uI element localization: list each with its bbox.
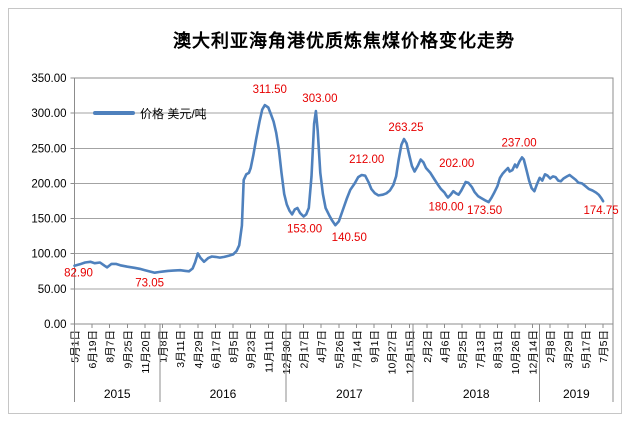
data-label: 311.50 (253, 84, 287, 96)
chart-title: 澳大利亚海角港优质炼焦煤价格变化走势 (173, 31, 515, 51)
x-tick-label: 3月11日 (175, 330, 187, 368)
y-tick-label: 150.00 (31, 214, 66, 226)
x-tick-label: 7月13日 (475, 330, 487, 369)
x-tick-label: 6月19日 (87, 330, 99, 369)
y-tick-label: 250.00 (31, 143, 66, 155)
x-tick-label: 9月1日 (369, 330, 381, 363)
x-tick-label: 5月25日 (457, 330, 469, 369)
data-label: 153.00 (287, 223, 322, 235)
x-tick-label: 4月6日 (440, 330, 452, 363)
data-label: 82.90 (64, 268, 93, 280)
x-tick-label: 5月17日 (580, 330, 592, 369)
data-label: 202.00 (439, 158, 474, 170)
x-tick-label: 5月26日 (334, 330, 346, 369)
x-tick-label: 7月5日 (598, 330, 610, 363)
legend: 价格 美元/吨 (93, 105, 207, 121)
x-tick-label: 3月29日 (563, 330, 575, 369)
x-tick-label: 10月26日 (510, 330, 522, 374)
x-tick-label: 4月7日 (316, 330, 328, 363)
year-label: 2019 (563, 387, 590, 401)
x-tick-label: 10月27日 (387, 330, 399, 374)
y-tick-label: 200.00 (31, 178, 66, 190)
data-label: 212.00 (349, 154, 384, 166)
x-tick-label: 2月8日 (545, 330, 557, 363)
x-tick-label: 8月31日 (492, 330, 504, 369)
chart-frame (8, 8, 622, 414)
data-label: 173.50 (467, 205, 502, 217)
year-label: 2016 (210, 387, 237, 401)
legend-label: 价格 美元/吨 (140, 106, 207, 121)
year-label: 2018 (463, 387, 490, 401)
plot-border (74, 77, 614, 325)
y-tick-label: 350.00 (31, 73, 66, 85)
x-tick-label: 8月7日 (105, 330, 117, 363)
x-tick-label: 5月1日 (70, 330, 82, 363)
legend-line-swatch (93, 111, 135, 115)
x-tick-label: 9月23日 (246, 330, 258, 369)
x-tick-label: 8月5日 (228, 330, 240, 363)
data-label: 263.25 (388, 122, 423, 134)
x-tick-label: 2月17日 (299, 330, 311, 369)
x-tick-label: 11月11日 (263, 330, 275, 373)
y-tick-label: 100.00 (31, 249, 66, 261)
x-tick-label: 12月14日 (528, 330, 540, 374)
data-label: 303.00 (302, 93, 337, 105)
year-label: 2017 (336, 387, 363, 401)
x-tick-label: 2月2日 (422, 330, 434, 363)
x-tick-label: 7月14日 (351, 330, 363, 369)
data-label: 237.00 (501, 137, 536, 149)
x-tick-label: 9月25日 (122, 330, 134, 369)
y-tick-label: 300.00 (31, 108, 66, 120)
year-label: 2015 (104, 387, 131, 401)
y-tick-label: 0.00 (44, 319, 66, 331)
x-tick-label: 1月8日 (158, 330, 170, 363)
data-label: 73.05 (135, 278, 164, 290)
data-label: 174.75 (584, 205, 619, 217)
x-tick-label: 4月29日 (193, 330, 205, 369)
x-tick-label: 12月15日 (404, 330, 416, 374)
y-tick-label: 50.00 (38, 284, 67, 296)
x-tick-label: 11月20日 (140, 330, 152, 374)
x-tick-label: 6月17日 (210, 330, 222, 369)
data-label: 140.50 (332, 232, 367, 244)
price-line (73, 103, 605, 275)
data-label: 180.00 (428, 201, 463, 213)
x-tick-label: 12月30日 (281, 330, 293, 374)
